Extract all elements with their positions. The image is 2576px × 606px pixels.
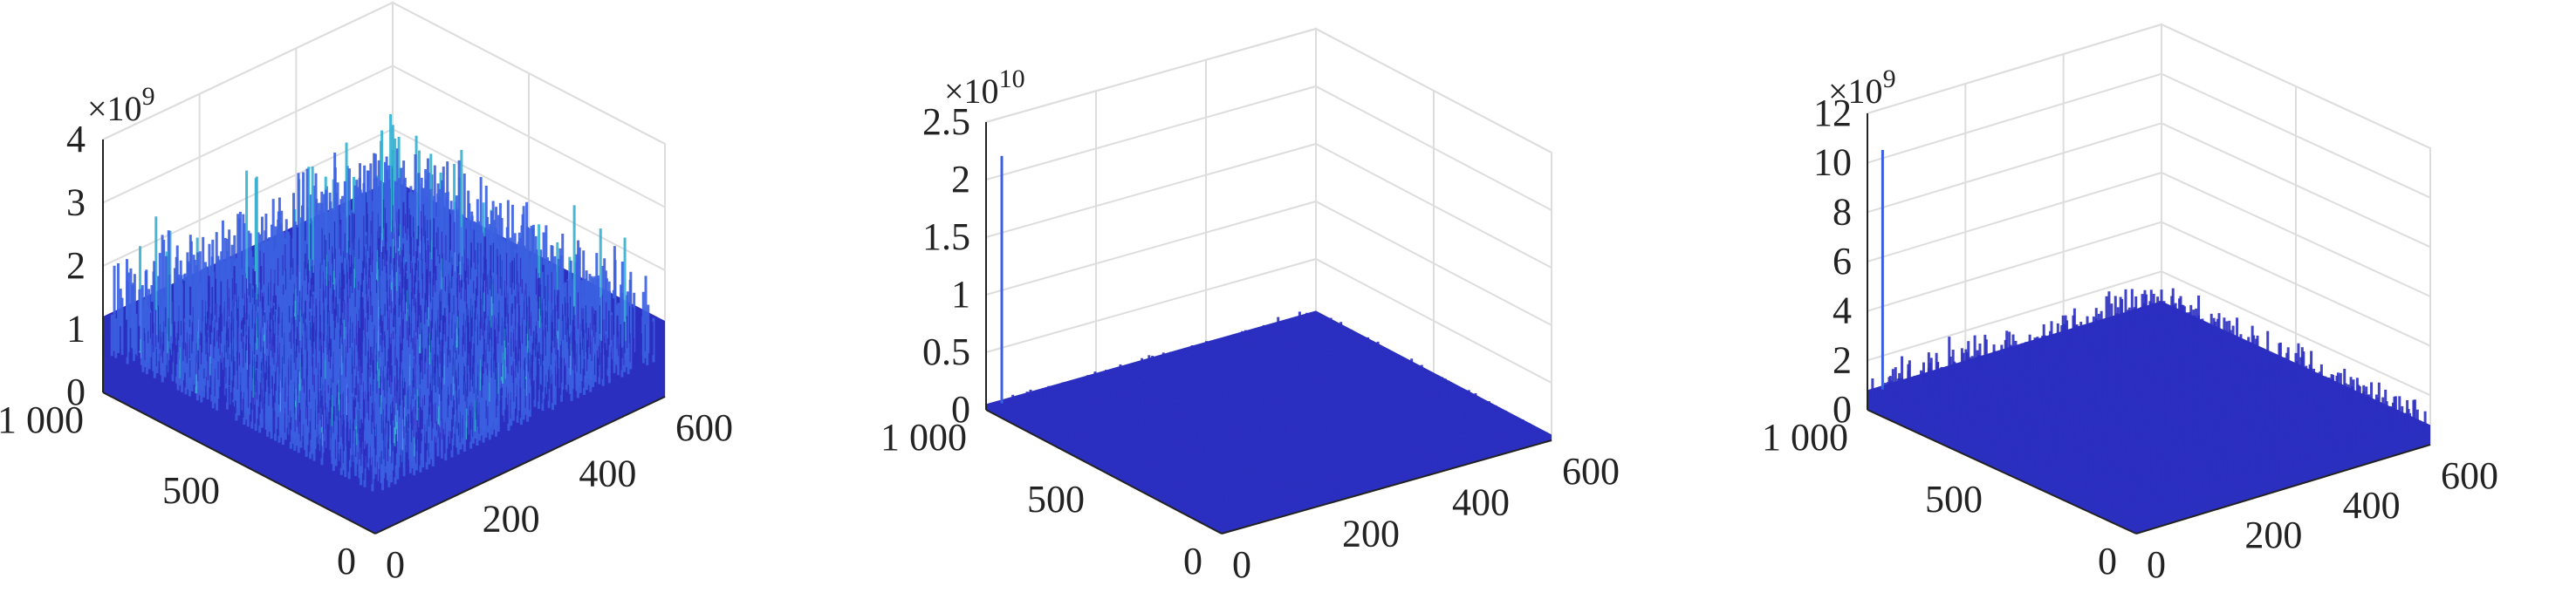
y-axis xyxy=(2135,444,2431,535)
x-axis xyxy=(1867,409,2137,535)
x-tick-label: 0 xyxy=(1183,540,1202,582)
y-tick-label: 400 xyxy=(1452,481,1510,524)
z-tick-label: 1 xyxy=(66,308,86,351)
x-axis xyxy=(985,409,1223,535)
x-tick-label: 500 xyxy=(1925,478,1983,521)
surface xyxy=(103,113,665,534)
surface xyxy=(986,155,1552,534)
y-tick-label: 600 xyxy=(675,406,733,449)
axes xyxy=(985,122,1552,535)
x-tick-label: 1 000 xyxy=(0,398,84,441)
x-axis xyxy=(102,392,376,535)
y-tick-label: 200 xyxy=(2244,514,2302,556)
z-tick-label: 2.5 xyxy=(922,100,970,143)
x-tick-label: 0 xyxy=(337,540,356,582)
z-exponent: 9 xyxy=(142,82,155,111)
z-exponent-label: ×109 xyxy=(87,82,155,128)
z-tick-label: 1.5 xyxy=(922,215,970,258)
y-tick-label: 200 xyxy=(483,498,540,541)
y-tick-label: 200 xyxy=(1342,512,1400,555)
axes xyxy=(1867,113,2431,535)
x-tick-label: 1 000 xyxy=(880,416,967,459)
z-tick-label: 0 xyxy=(1833,388,1852,431)
z-exponent: 10 xyxy=(999,65,1025,93)
z-tick-label: 10 xyxy=(1813,141,1852,184)
x-tick-label: 500 xyxy=(1027,478,1085,521)
y-tick-label: 400 xyxy=(2343,484,2401,527)
z-exponent-label: ×109 xyxy=(1828,65,1896,111)
z-tick-label: 4 xyxy=(1833,289,1852,332)
surface xyxy=(1867,149,2430,534)
x-tick-label: 500 xyxy=(162,469,220,512)
z-tick-label: 1 xyxy=(951,273,970,316)
x-tick-label: 1 000 xyxy=(1762,416,1848,459)
z-tick-label: 12 xyxy=(1813,92,1852,134)
z-tick-label: 8 xyxy=(1833,190,1852,233)
z-tick-label: 3 xyxy=(66,181,86,224)
y-tick-label: 0 xyxy=(1232,543,1251,586)
z-tick-label: 0.5 xyxy=(922,330,970,373)
x-tick-label: 0 xyxy=(2098,540,2117,582)
y-axis xyxy=(374,396,666,535)
y-tick-label: 0 xyxy=(386,543,405,586)
z-exponent: 9 xyxy=(1883,65,1896,93)
z-tick-label: 6 xyxy=(1833,240,1852,283)
z-tick-label: 0 xyxy=(66,371,86,413)
y-tick-label: 600 xyxy=(2441,454,2498,497)
z-tick-label: 0 xyxy=(951,388,970,431)
z-tick-label: 2 xyxy=(66,244,86,287)
z-exponent-label: ×1010 xyxy=(944,65,1025,111)
y-tick-label: 400 xyxy=(579,452,636,494)
z-tick-label: 2 xyxy=(1833,338,1852,381)
z-tick-label: 4 xyxy=(66,118,86,160)
axes xyxy=(102,140,666,535)
z-tick-label: 2 xyxy=(951,158,970,201)
y-axis xyxy=(1221,439,1552,535)
y-tick-label: 600 xyxy=(1562,450,1620,493)
y-tick-label: 0 xyxy=(2147,543,2166,586)
